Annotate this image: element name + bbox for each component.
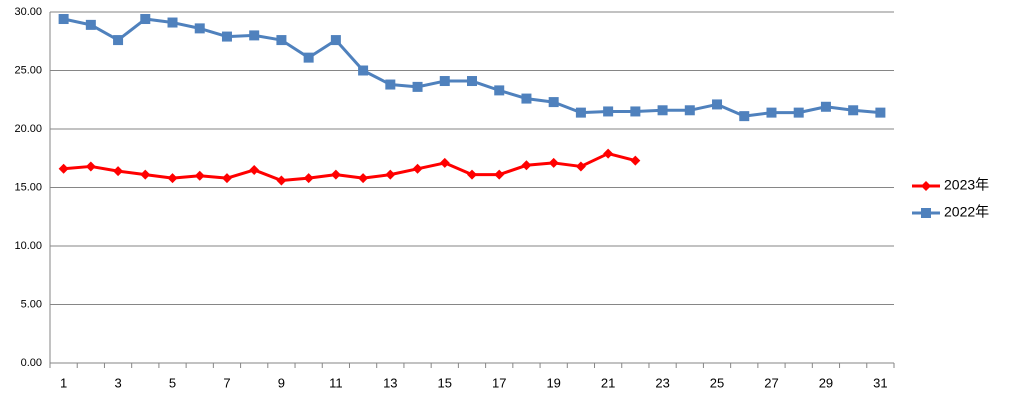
point-marker	[820, 101, 831, 112]
point-marker	[921, 208, 931, 218]
point-marker	[467, 76, 477, 87]
y-tick-label: 25.00	[14, 64, 42, 76]
point-marker	[58, 163, 69, 174]
y-tick-label: 0.00	[21, 357, 42, 369]
x-tick-label: 9	[278, 375, 285, 390]
y-tick-label: 15.00	[14, 181, 42, 193]
x-tick-label: 21	[601, 375, 615, 390]
point-marker	[793, 107, 804, 118]
x-tick-label: 13	[383, 375, 397, 390]
point-marker	[412, 163, 423, 174]
x-tick-label: 17	[492, 375, 506, 390]
x-tick-label: 7	[223, 375, 230, 390]
point-marker	[249, 30, 260, 41]
point-marker	[221, 173, 232, 184]
point-marker	[194, 23, 205, 34]
point-marker	[358, 173, 369, 184]
point-marker	[766, 107, 777, 118]
y-tick-label: 10.00	[14, 240, 42, 252]
y-tick-label: 30.00	[14, 6, 42, 18]
x-tick-label: 19	[546, 375, 560, 390]
point-marker	[684, 105, 695, 116]
point-marker	[657, 105, 668, 116]
point-marker	[630, 106, 641, 117]
point-marker	[439, 76, 450, 87]
x-tick-label: 25	[710, 375, 724, 390]
point-marker	[548, 97, 559, 108]
y-tick-label: 5.00	[21, 298, 42, 310]
point-marker	[167, 17, 178, 28]
point-marker	[739, 111, 750, 122]
point-marker	[467, 169, 477, 180]
x-tick-label: 1	[60, 375, 67, 390]
series-line	[63, 17, 881, 118]
point-marker	[330, 35, 341, 46]
x-tick-label: 3	[114, 375, 121, 390]
point-marker	[439, 157, 450, 168]
point-marker	[249, 164, 260, 175]
point-marker	[276, 175, 287, 186]
point-marker	[113, 35, 124, 46]
point-marker	[85, 161, 96, 172]
legend-label: 2023年	[944, 177, 989, 193]
point-marker	[85, 19, 96, 30]
point-marker	[875, 107, 886, 118]
point-marker	[167, 173, 178, 184]
point-marker	[412, 81, 423, 92]
point-marker	[921, 181, 931, 191]
point-marker	[521, 93, 532, 104]
point-marker	[330, 169, 341, 180]
point-marker	[548, 157, 559, 168]
point-marker	[140, 14, 151, 25]
point-marker	[303, 173, 314, 184]
point-marker	[303, 52, 314, 63]
point-marker	[494, 169, 505, 180]
y-tick-label: 20.00	[14, 123, 42, 135]
point-marker	[221, 31, 232, 42]
point-marker	[385, 169, 396, 180]
point-marker	[630, 155, 641, 166]
x-tick-label: 11	[329, 375, 343, 390]
x-tick-label: 31	[873, 375, 887, 390]
point-marker	[712, 99, 723, 110]
point-marker	[140, 169, 151, 180]
point-marker	[113, 166, 124, 177]
point-marker	[575, 107, 586, 118]
point-marker	[575, 161, 586, 172]
point-marker	[358, 65, 369, 76]
point-marker	[603, 148, 614, 159]
x-tick-label: 27	[764, 375, 778, 390]
x-tick-label: 5	[169, 375, 176, 390]
point-marker	[276, 35, 287, 46]
x-tick-label: 29	[819, 375, 833, 390]
point-marker	[848, 105, 859, 116]
point-marker	[58, 14, 69, 25]
point-marker	[194, 170, 205, 181]
point-marker	[521, 160, 532, 171]
x-tick-label: 15	[438, 375, 452, 390]
x-tick-label: 23	[655, 375, 669, 390]
point-marker	[603, 106, 614, 117]
point-marker	[385, 79, 396, 90]
series-line	[63, 152, 636, 182]
point-marker	[494, 85, 505, 96]
legend-label: 2022年	[944, 204, 989, 220]
